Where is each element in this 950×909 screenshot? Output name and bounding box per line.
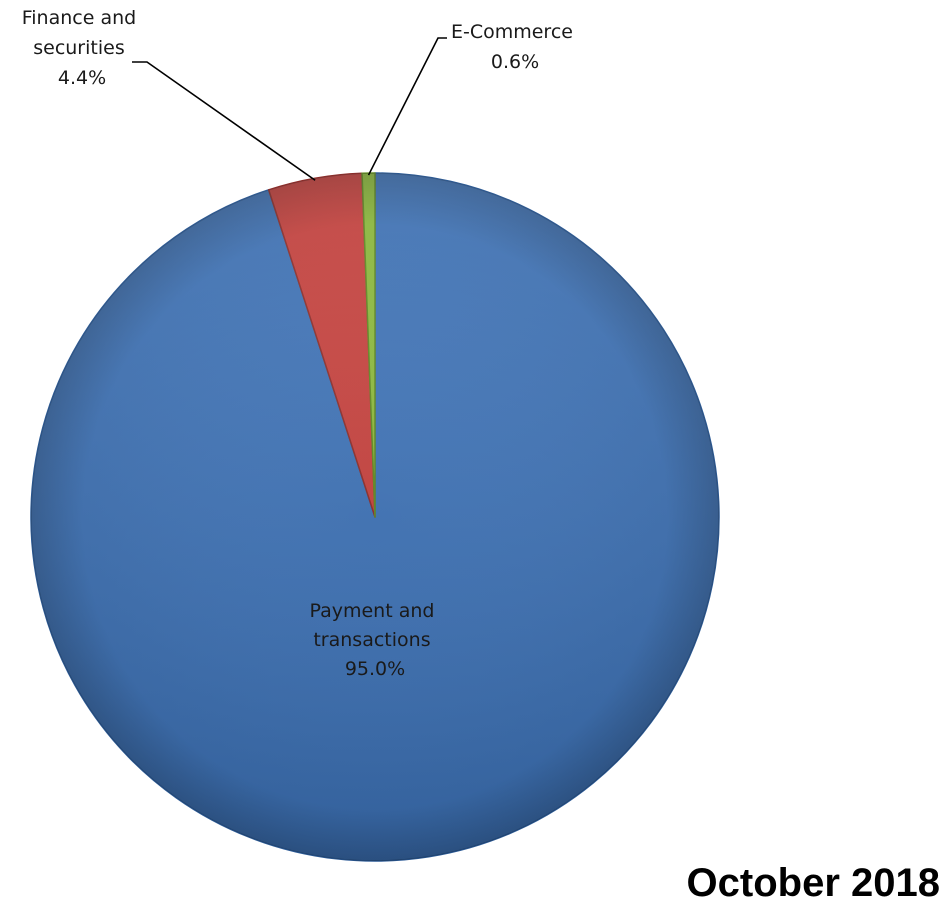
ecommerce-slice-value: 0.6%	[491, 51, 539, 73]
ecommerce-leader-line	[367, 37, 447, 176]
payment-slice-label: Payment and transactions 95.0%	[309, 600, 440, 680]
finance-slice-name-line-1: Finance and	[22, 7, 136, 29]
payment-slice-name-line-1: Payment and	[309, 600, 434, 622]
pie-slices	[30, 172, 720, 862]
payment-slice-value: 95.0%	[345, 658, 405, 680]
payment-slice-name-line-2: transactions	[313, 629, 430, 651]
finance-slice-label: Finance and securities 4.4%	[22, 7, 143, 89]
period-label: October 2018	[687, 861, 940, 905]
ecommerce-slice-name-line-1: E-Commerce	[451, 21, 573, 43]
finance-slice-value: 4.4%	[58, 67, 106, 89]
finance-slice-name-line-2: securities	[33, 37, 124, 59]
ecommerce-slice-label: E-Commerce 0.6%	[451, 21, 579, 73]
finance-leader-line	[132, 61, 316, 181]
